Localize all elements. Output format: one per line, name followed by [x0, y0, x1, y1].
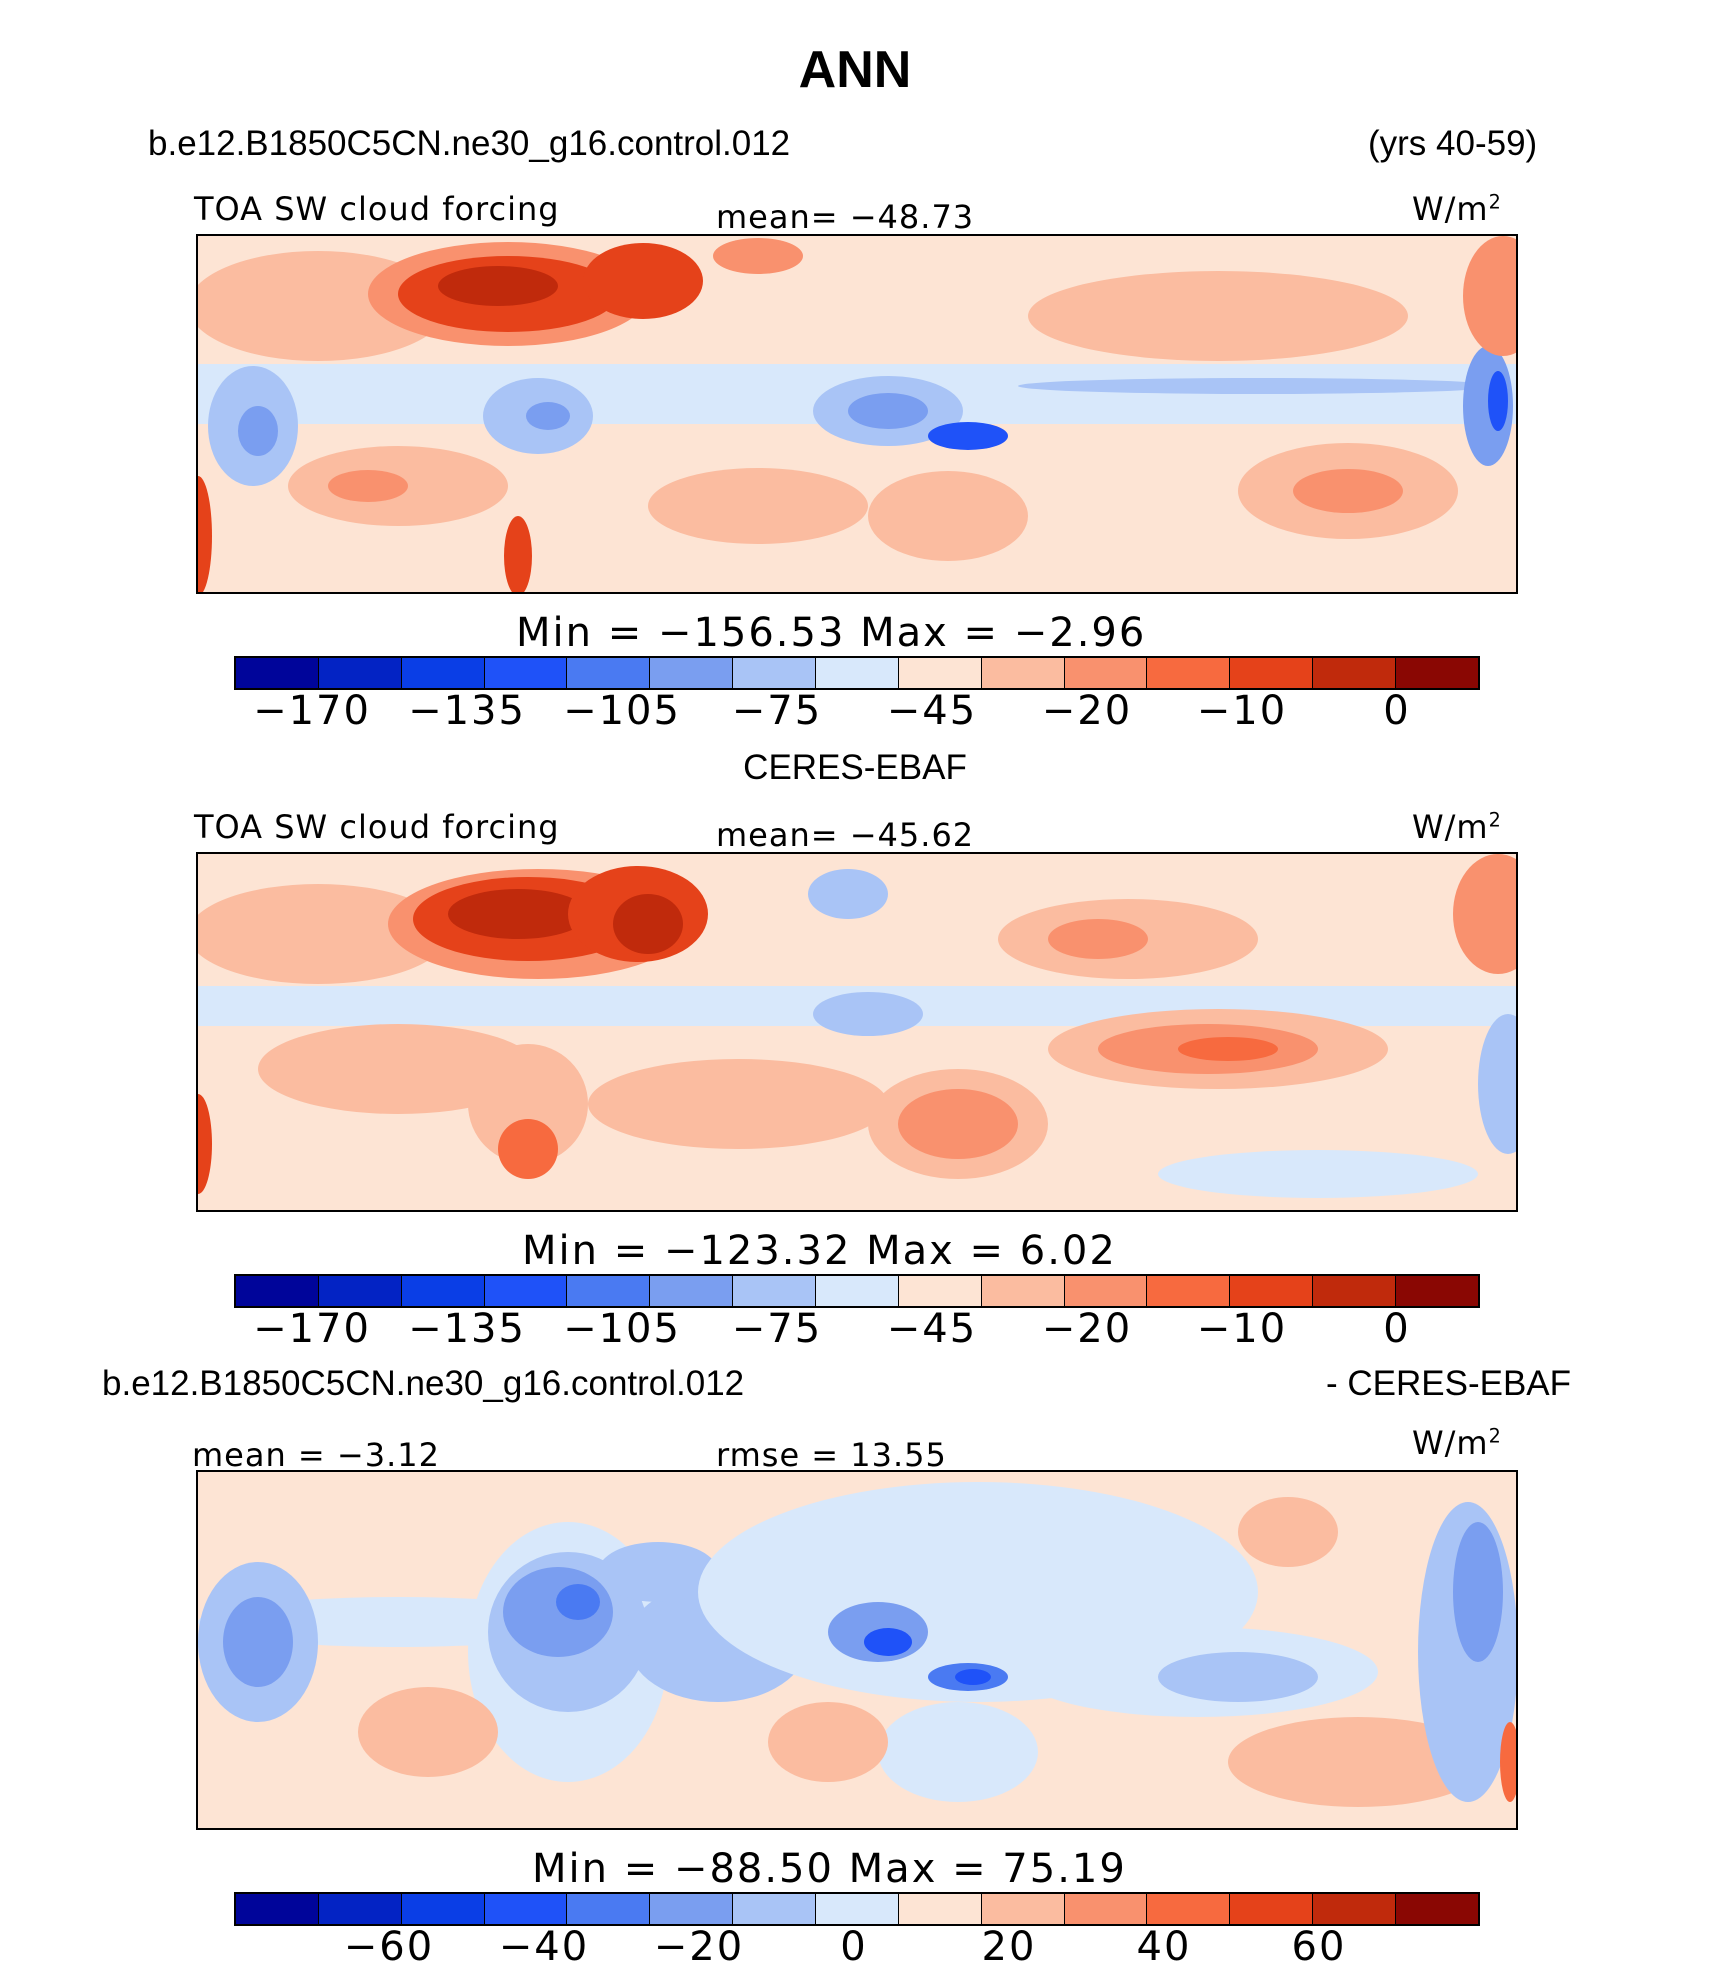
panel2-tick: −75 — [731, 1306, 823, 1352]
colorbar-box — [1147, 658, 1231, 688]
colorbar-box — [650, 1894, 734, 1924]
figure-title: ANN — [798, 41, 912, 99]
colorbar-box — [236, 658, 319, 688]
panel1-tick: −45 — [886, 688, 978, 734]
colorbar-box — [236, 1276, 319, 1306]
panel1-colorbar — [234, 656, 1480, 690]
panel3-tick: −40 — [498, 1924, 590, 1970]
panel3-header-right: - CERES-EBAF — [1326, 1364, 1572, 1403]
panel3-tick: 20 — [981, 1924, 1037, 1970]
colorbar-box — [1230, 1276, 1314, 1306]
colorbar-box — [1147, 1894, 1231, 1924]
colorbar-box — [733, 658, 817, 688]
panel2-header: CERES-EBAF — [743, 748, 967, 787]
colorbar-box — [1396, 1276, 1478, 1306]
colorbar-box — [1396, 658, 1478, 688]
panel1-tick: −135 — [408, 688, 526, 734]
colorbar-box — [1064, 1276, 1148, 1306]
colorbar-box — [1064, 658, 1148, 688]
colorbar-box — [401, 1276, 485, 1306]
panel1-tick: −105 — [563, 688, 681, 734]
panel2-colorbar — [234, 1274, 1480, 1308]
colorbar-box — [567, 658, 651, 688]
panel1-tick: −10 — [1196, 688, 1288, 734]
panel2-map — [196, 852, 1518, 1212]
panel1-minmax: Min = −156.53 Max = −2.96 — [516, 610, 1147, 656]
colorbar-box — [1230, 1894, 1314, 1924]
panel1-variable: TOA SW cloud forcing — [194, 190, 560, 228]
panel3-tick: −20 — [653, 1924, 745, 1970]
colorbar-box — [567, 1894, 651, 1924]
panel1-tick: −170 — [253, 688, 371, 734]
panel3-tick: 0 — [840, 1924, 868, 1970]
panel1-mean: mean= −48.73 — [716, 198, 975, 236]
colorbar-box — [1313, 1276, 1397, 1306]
panel2-minmax: Min = −123.32 Max = 6.02 — [522, 1228, 1117, 1274]
colorbar-box — [898, 1276, 982, 1306]
panel1-units: W/m2 — [1412, 190, 1502, 228]
panel2-units: W/m2 — [1412, 808, 1502, 846]
colorbar-box — [401, 658, 485, 688]
colorbar-box — [981, 1276, 1065, 1306]
panel3-mean: mean = −3.12 — [192, 1436, 440, 1474]
colorbar-box — [1064, 1894, 1148, 1924]
panel3-colorbar — [234, 1892, 1480, 1926]
panel2-mean: mean= −45.62 — [716, 816, 975, 854]
panel3-map — [196, 1470, 1518, 1830]
panel3-tick: 60 — [1291, 1924, 1347, 1970]
colorbar-box — [484, 658, 568, 688]
panel3-header-left: b.e12.B1850C5CN.ne30_g16.control.012 — [102, 1364, 745, 1403]
panel1-map — [196, 234, 1518, 594]
panel3-units: W/m2 — [1412, 1424, 1502, 1462]
panel2-variable: TOA SW cloud forcing — [194, 808, 560, 846]
colorbar-box — [650, 658, 734, 688]
colorbar-box — [318, 1276, 402, 1306]
colorbar-box — [318, 1894, 402, 1924]
panel1-tick: 0 — [1383, 688, 1411, 734]
colorbar-box — [733, 1276, 817, 1306]
panel3-tick: 40 — [1136, 1924, 1192, 1970]
colorbar-box — [401, 1894, 485, 1924]
panel2-tick: −20 — [1041, 1306, 1133, 1352]
panel2-tick: 0 — [1383, 1306, 1411, 1352]
panel1-tick: −75 — [731, 688, 823, 734]
colorbar-box — [1313, 1894, 1397, 1924]
colorbar-box — [650, 1276, 734, 1306]
case-name: b.e12.B1850C5CN.ne30_g16.control.012 — [148, 124, 791, 163]
panel2-tick: −135 — [408, 1306, 526, 1352]
colorbar-box — [981, 1894, 1065, 1924]
years-label: (yrs 40-59) — [1368, 124, 1538, 163]
colorbar-box — [898, 658, 982, 688]
colorbar-box — [318, 658, 402, 688]
panel1-tick: −20 — [1041, 688, 1133, 734]
colorbar-box — [816, 1894, 899, 1924]
colorbar-box — [1396, 1894, 1478, 1924]
colorbar-box — [816, 658, 899, 688]
colorbar-box — [484, 1894, 568, 1924]
colorbar-box — [484, 1276, 568, 1306]
panel2-tick: −45 — [886, 1306, 978, 1352]
colorbar-box — [1147, 1276, 1231, 1306]
panel3-tick: −60 — [343, 1924, 435, 1970]
panel2-tick: −170 — [253, 1306, 371, 1352]
colorbar-box — [1230, 658, 1314, 688]
panel3-rmse: rmse = 13.55 — [716, 1436, 947, 1474]
colorbar-box — [567, 1276, 651, 1306]
colorbar-box — [236, 1894, 319, 1924]
colorbar-box — [733, 1894, 817, 1924]
colorbar-box — [1313, 658, 1397, 688]
panel2-tick: −10 — [1196, 1306, 1288, 1352]
colorbar-box — [898, 1894, 982, 1924]
panel3-minmax: Min = −88.50 Max = 75.19 — [532, 1846, 1127, 1892]
colorbar-box — [981, 658, 1065, 688]
colorbar-box — [816, 1276, 899, 1306]
panel2-tick: −105 — [563, 1306, 681, 1352]
